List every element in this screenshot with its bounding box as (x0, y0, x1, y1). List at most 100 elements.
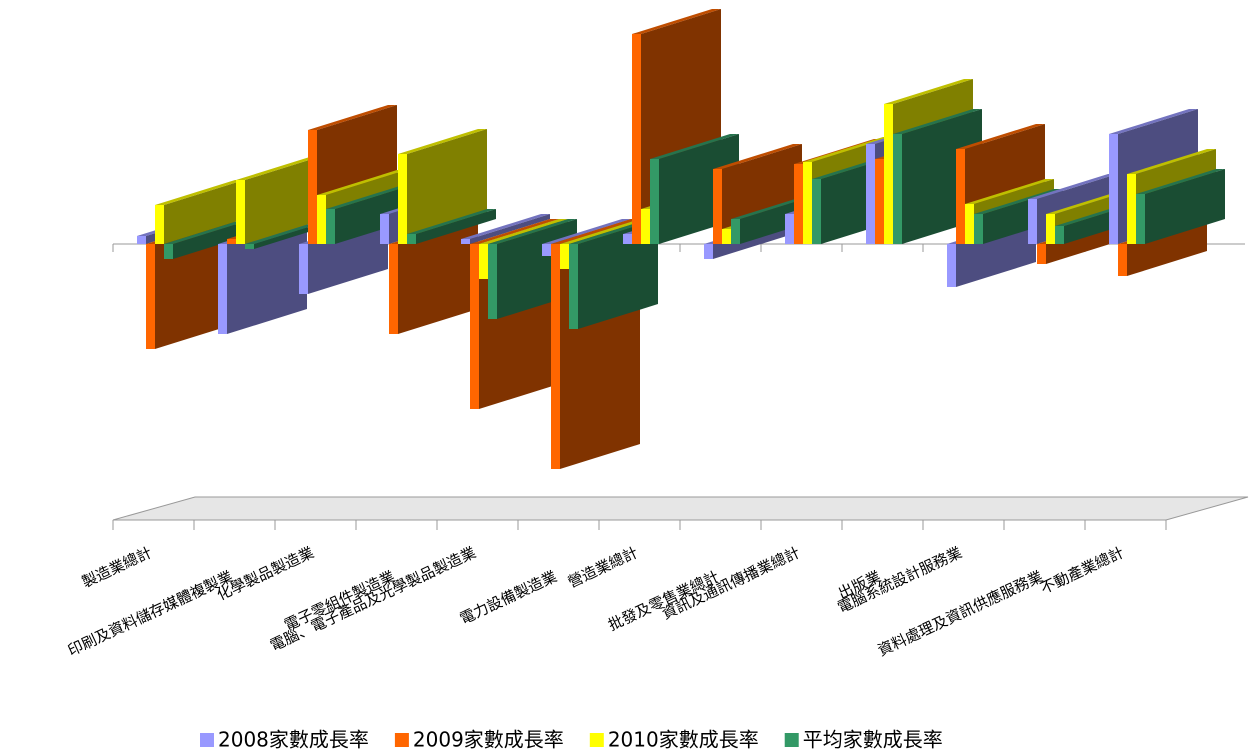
bar-top (1109, 109, 1198, 134)
bar-front (641, 209, 650, 244)
bar-front (803, 162, 812, 244)
bar (461, 214, 550, 244)
bar-top (542, 219, 631, 244)
bar (236, 155, 325, 244)
bar-top (713, 144, 802, 169)
bar-front (812, 179, 821, 244)
bar-side (956, 219, 1036, 287)
bar-front (632, 34, 641, 244)
bar-front (560, 244, 569, 269)
bar-front (461, 239, 470, 244)
bar-front (866, 144, 875, 244)
bar-front (785, 214, 794, 244)
x-tick-label: 不動產業總計 (1038, 543, 1127, 597)
bar-side (416, 209, 496, 244)
legend-swatch (589, 733, 604, 747)
legend-swatch (784, 733, 799, 747)
legend-label: 2010家數成長率 (608, 728, 759, 752)
legend-label: 2008家數成長率 (218, 728, 369, 752)
bar-top (164, 219, 253, 244)
bar-top (407, 209, 496, 234)
bar-top (650, 134, 739, 159)
bar-front (1028, 199, 1037, 244)
bar-front (1127, 174, 1136, 244)
bar-top (398, 129, 487, 154)
bar-front (713, 169, 722, 244)
bar-top (1136, 169, 1225, 194)
bar-front (389, 244, 398, 334)
bar-front (623, 234, 632, 244)
x-tick-label: 製造業總計 (79, 543, 155, 591)
bar-front (704, 244, 713, 259)
bar (407, 209, 496, 244)
bar-side (398, 219, 478, 334)
bar-top (236, 155, 325, 180)
bar-top (560, 219, 649, 244)
bar-top (155, 180, 244, 205)
bar-front (488, 244, 497, 319)
bar-side (173, 219, 253, 259)
bar (164, 219, 253, 259)
bar-front (164, 244, 173, 259)
bar-front (317, 195, 326, 244)
bar-front (947, 244, 956, 287)
bar-top (956, 124, 1045, 149)
legend-label: 2009家數成長率 (413, 728, 564, 752)
bar-front (299, 244, 308, 294)
legend-swatch (200, 733, 214, 747)
bar-top (965, 179, 1054, 204)
bar (155, 180, 244, 244)
category-labels: 製造業總計印刷及資料儲存媒體複製業化學製品製造業電子零組件製造業電腦、電子產品及… (65, 543, 1127, 659)
bar-top (479, 219, 568, 244)
bar-front (1109, 134, 1118, 244)
bar-front (380, 214, 389, 244)
bar-front (155, 205, 164, 244)
bar-top (884, 79, 973, 104)
bar-front (884, 104, 893, 244)
bar-front (731, 219, 740, 244)
legend-label: 平均家數成長率 (803, 728, 943, 752)
bar-front (650, 159, 659, 244)
bar-side (470, 214, 550, 244)
bar-front (956, 149, 965, 244)
bar (326, 184, 415, 244)
bar (1136, 169, 1225, 244)
x-tick-label: 營造業總計 (565, 543, 641, 591)
bar-front (794, 164, 803, 244)
bar-side (578, 219, 658, 329)
bar-front (1037, 244, 1046, 264)
legend: 2008家數成長率 2009家數成長率 2010家數成長率 平均家數成長率 (200, 728, 943, 752)
plot-area (112, 9, 1249, 530)
bar-front (137, 236, 146, 244)
bar-top (893, 109, 982, 134)
bar-top (1127, 149, 1216, 174)
bar-front (1055, 226, 1064, 244)
bar-side (1127, 219, 1207, 276)
bar-front (398, 154, 407, 244)
bar-front (227, 239, 236, 244)
bar-front (875, 159, 884, 244)
bar-front (236, 180, 245, 244)
bar-front (974, 214, 983, 244)
bar-side (164, 180, 244, 244)
bar-top (326, 184, 415, 209)
bar-front (308, 130, 317, 244)
bar-front (542, 244, 551, 256)
bar-top (308, 105, 397, 130)
bar-side (245, 155, 325, 244)
bar-front (1046, 214, 1055, 244)
bar-front (245, 244, 254, 249)
bar-top (632, 9, 721, 34)
floor (112, 496, 1249, 521)
bar-top (1028, 174, 1117, 199)
bar-top (461, 214, 550, 239)
bar-front (407, 234, 416, 244)
bar-front (479, 244, 488, 279)
x-tick-label: 電力設備製造業 (457, 567, 560, 628)
bar-top (470, 219, 559, 244)
bar-front (1118, 244, 1127, 276)
bar-front (551, 244, 560, 469)
bar-side (335, 184, 415, 244)
